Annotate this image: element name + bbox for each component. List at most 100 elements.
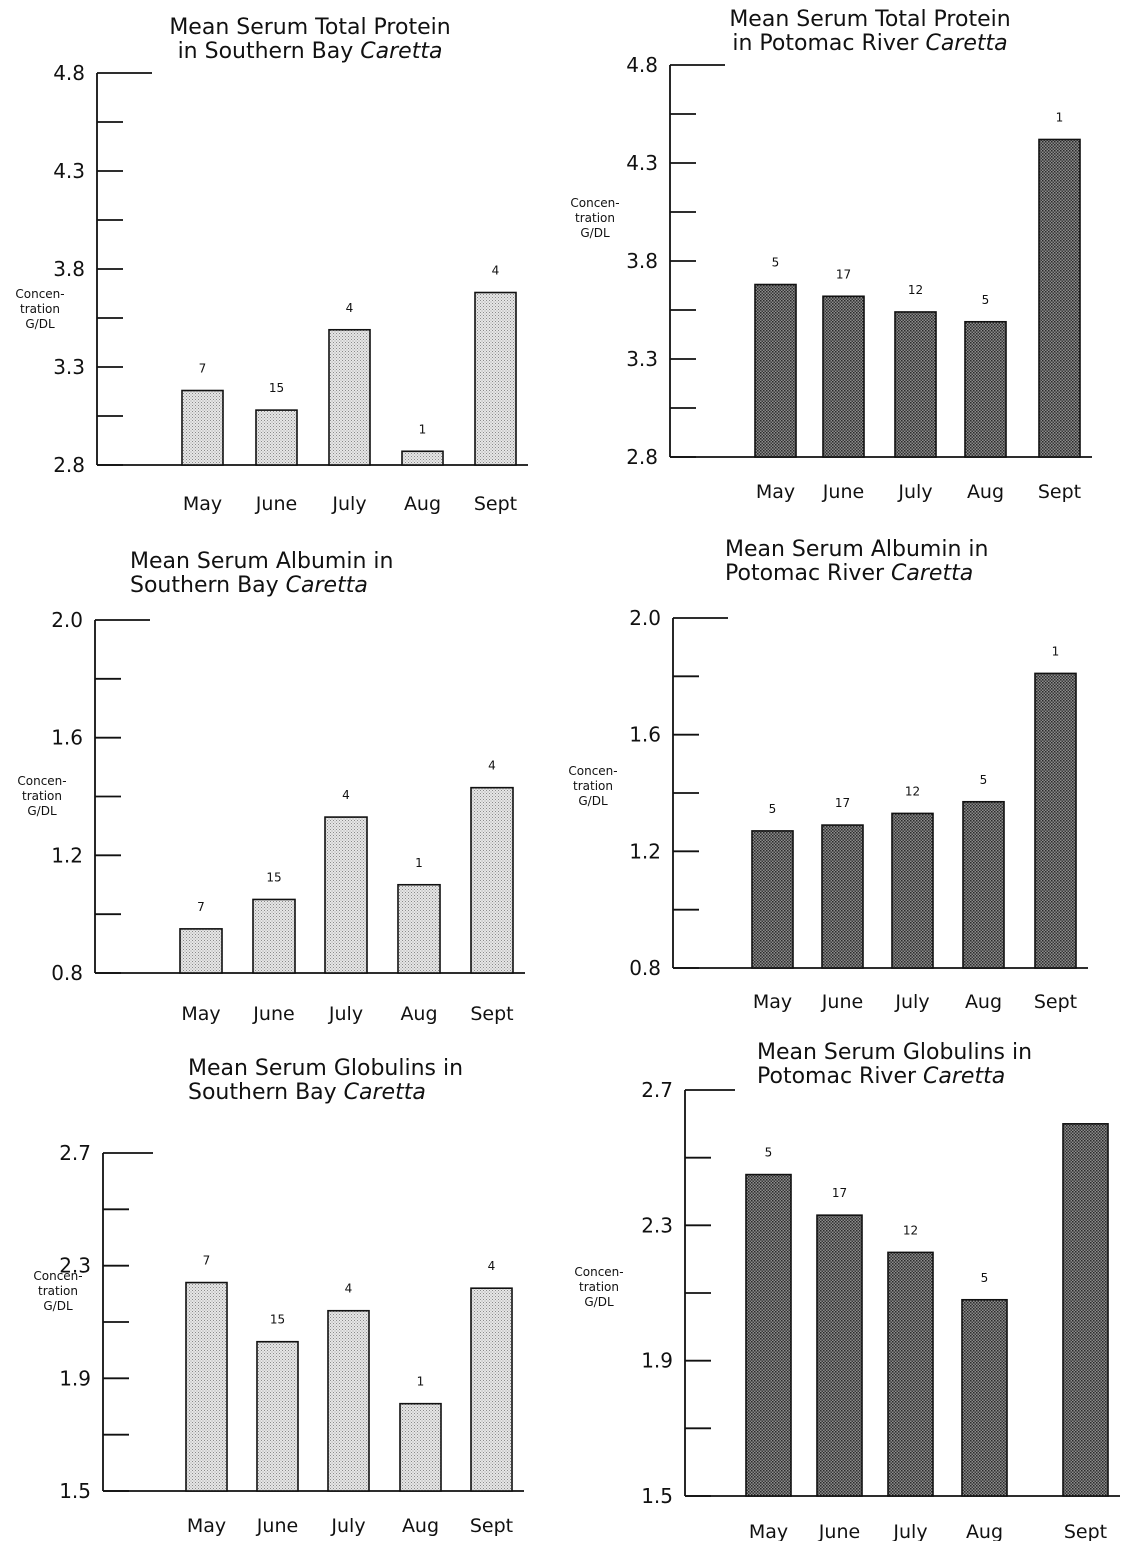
bar-may	[179, 928, 223, 974]
x-category-label: May	[753, 991, 792, 1013]
y-tick-label: 1.5	[59, 1479, 91, 1503]
bar-may	[745, 1173, 792, 1497]
bar-may	[754, 283, 797, 458]
sample-size-label: 4	[492, 264, 500, 278]
bar-june	[822, 295, 865, 458]
y-axis-label: Concen-tration G/DL	[568, 764, 618, 808]
sample-size-label: 5	[980, 773, 988, 787]
bar-july	[328, 328, 371, 466]
y-axis-label: Concen-tration G/DL	[574, 1265, 624, 1309]
sample-size-label: 1	[415, 856, 423, 870]
chart-title-line1: Mean Serum Globulins in	[757, 1040, 1033, 1065]
chart-title: Mean Serum Globulins in Southern Bay Car…	[188, 1057, 528, 1105]
chart-globulins-southern-bay: Mean Serum Globulins in Southern Bay Car…	[0, 1035, 565, 1541]
x-category-label: May	[183, 493, 222, 515]
chart-plot: 0.8 1.2 1.6 2.0 7 May 15 June 4 July 1 Aug 4 Sept	[51, 608, 525, 1025]
y-tick-label: 1.6	[629, 723, 661, 747]
y-tick-label: 1.6	[51, 726, 83, 750]
x-category-label: Aug	[402, 1515, 439, 1537]
x-category-label: May	[749, 1521, 788, 1541]
sample-size-label: 1	[419, 422, 427, 436]
bar-aug	[401, 450, 444, 466]
x-category-label: June	[818, 1521, 860, 1541]
chart-title-line1: Mean Serum Albumin in	[130, 549, 394, 574]
chart-title-line1: Mean Serum Total Protein	[169, 15, 451, 40]
chart-plot: 0.8 1.2 1.6 2.0 5 May 17 June 12 July 5 Aug 1 Sept	[629, 606, 1088, 1013]
sample-size-label: 4	[488, 759, 496, 773]
bar-sept	[1038, 138, 1081, 458]
x-category-label: Aug	[965, 991, 1002, 1013]
x-category-label: July	[894, 991, 929, 1013]
chart-plot: 1.5 1.9 2.3 2.7 7 May 15 June 4 July 1 Aug 4 Sept	[59, 1141, 524, 1537]
bar-aug	[964, 320, 1007, 458]
x-category-label: July	[328, 1003, 363, 1025]
bar-june	[816, 1214, 863, 1497]
chart-title-line2: Potomac River Caretta	[757, 1064, 1006, 1089]
x-category-label: July	[892, 1521, 927, 1541]
sample-size-label: 5	[772, 256, 780, 270]
sample-size-label: 5	[981, 1271, 989, 1285]
y-tick-label: 2.7	[59, 1141, 91, 1165]
chart-plot: 1.5 1.9 2.3 2.7 5 May 17 June 12 July 5 Aug Sept	[641, 1078, 1120, 1541]
chart-albumin-potomac-river: Mean Serum Albumin in Potomac River Care…	[565, 520, 1131, 1035]
y-tick-label: 3.3	[626, 347, 658, 371]
y-tick-label: 2.3	[59, 1254, 91, 1278]
bar-july	[887, 1251, 934, 1497]
y-tick-label: 4.8	[53, 61, 85, 85]
sample-size-label: 5	[765, 1146, 773, 1160]
chart-title: Mean Serum Total Protein in Southern Bay…	[130, 16, 490, 64]
x-category-label: June	[255, 493, 297, 515]
sample-size-label: 17	[836, 267, 851, 281]
x-category-label: Sept	[474, 493, 517, 515]
y-tick-label: 2.8	[626, 445, 658, 469]
x-category-label: May	[187, 1515, 226, 1537]
chart-total-protein-potomac-river: Mean Serum Total Protein in Potomac Rive…	[565, 0, 1131, 520]
x-category-label: June	[821, 991, 863, 1013]
y-axis-label: Concen-tration G/DL	[15, 287, 65, 331]
sample-size-label: 15	[266, 870, 281, 884]
y-tick-label: 1.9	[641, 1349, 673, 1373]
bar-sept	[470, 786, 514, 974]
bar-july	[324, 816, 368, 974]
bar-sept	[474, 291, 517, 466]
sample-size-label: 17	[835, 796, 850, 810]
x-category-label: Aug	[404, 493, 441, 515]
sample-size-label: 7	[197, 900, 205, 914]
sample-size-label: 1	[1052, 644, 1060, 658]
sample-size-label: 15	[270, 1313, 285, 1327]
sample-size-label: 17	[832, 1186, 847, 1200]
x-category-label: May	[181, 1003, 220, 1025]
bar-aug	[397, 883, 441, 974]
chart-title-line2: Southern Bay Caretta	[188, 1080, 426, 1105]
bar-june	[256, 1340, 299, 1492]
chart-title: Mean Serum Albumin in Potomac River Care…	[725, 538, 1065, 586]
sample-size-label: 12	[903, 1223, 918, 1237]
chart-globulins-potomac-river: Mean Serum Globulins in Potomac River Ca…	[565, 1035, 1131, 1541]
bar-may	[751, 830, 794, 969]
chart-title: Mean Serum Globulins in Potomac River Ca…	[757, 1041, 1097, 1089]
y-tick-label: 4.8	[626, 53, 658, 77]
chart-title: Mean Serum Total Protein in Potomac Rive…	[690, 8, 1050, 56]
x-category-label: Aug	[400, 1003, 437, 1025]
chart-title-line2: Southern Bay Caretta	[130, 573, 368, 598]
x-category-label: June	[822, 481, 864, 503]
x-category-label: Aug	[966, 1521, 1003, 1541]
chart-title-line1: Mean Serum Globulins in	[188, 1056, 464, 1081]
sample-size-label: 5	[982, 293, 990, 307]
sample-size-label: 1	[1056, 110, 1064, 124]
sample-size-label: 1	[417, 1375, 425, 1389]
chart-title-line2: in Southern Bay Caretta	[177, 39, 443, 64]
bar-june	[255, 409, 298, 466]
x-category-label: May	[756, 481, 795, 503]
chart-title-line1: Mean Serum Total Protein	[729, 7, 1011, 32]
chart-albumin-southern-bay: Mean Serum Albumin in Southern Bay Caret…	[0, 520, 565, 1035]
bar-sept	[1034, 672, 1077, 969]
chart-title-line2: Potomac River Caretta	[725, 561, 974, 586]
x-category-label: Sept	[1034, 991, 1077, 1013]
chart-plot: 2.8 3.3 3.8 4.3 4.8 7 May 15 June 4 July 1 Aug 4 Sept	[53, 61, 528, 515]
y-tick-label: 2.0	[629, 606, 661, 630]
x-category-label: Aug	[967, 481, 1004, 503]
sample-size-label: 5	[769, 802, 777, 816]
x-category-label: July	[331, 493, 366, 515]
bar-july	[327, 1309, 370, 1492]
